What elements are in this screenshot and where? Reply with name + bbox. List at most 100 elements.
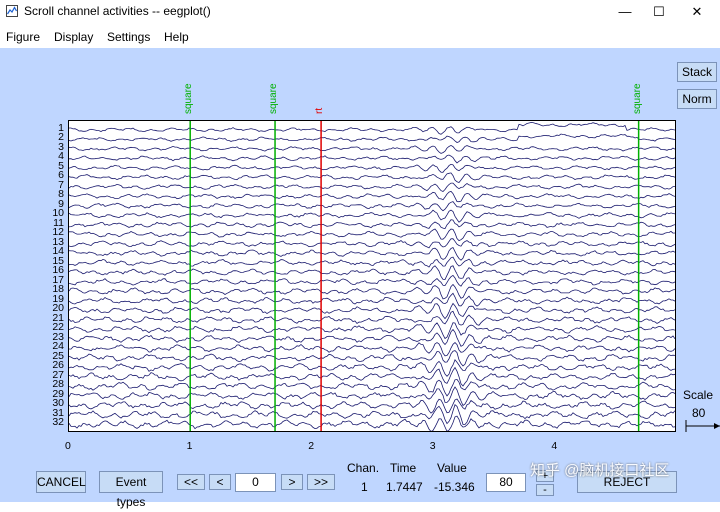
channel-label: 8: [58, 188, 64, 201]
channel-trace: [68, 415, 676, 432]
title-bar: Scroll channel activities -- eegplot() —…: [0, 0, 720, 24]
channel-trace: [69, 122, 676, 135]
position-input[interactable]: 0: [235, 473, 276, 492]
channel-label: 10: [52, 207, 64, 220]
channel-label: 2: [58, 131, 64, 144]
channel-label: 6: [58, 169, 64, 182]
channel-trace: [68, 328, 676, 347]
x-tick-label: 0: [65, 440, 71, 452]
channel-label: 28: [52, 378, 64, 391]
channel-label: 22: [52, 321, 64, 334]
channel-label: 12: [52, 226, 64, 239]
channel-label: 16: [52, 264, 64, 277]
menu-figure[interactable]: Figure: [6, 30, 41, 44]
channel-trace: [68, 342, 676, 357]
channel-label: 9: [58, 197, 64, 210]
scale-input[interactable]: 80: [486, 473, 526, 492]
channel-label: 21: [52, 311, 64, 324]
channel-trace: [68, 256, 676, 268]
minimize-button[interactable]: —: [618, 4, 632, 19]
stack-button[interactable]: Stack: [677, 62, 717, 82]
prev-page-button[interactable]: <<: [177, 474, 205, 490]
value-label: Value: [437, 461, 467, 475]
event-label: square: [268, 83, 280, 114]
menu-help[interactable]: Help: [164, 30, 189, 44]
channel-label: 19: [52, 292, 64, 305]
value-value: -15.346: [434, 480, 475, 494]
channel-label: 25: [52, 349, 64, 362]
event-types-button[interactable]: Event types: [99, 471, 163, 509]
channel-label: 24: [52, 340, 64, 353]
channel-trace: [68, 172, 676, 183]
time-label: Time: [390, 461, 417, 475]
channel-trace: [68, 398, 676, 414]
channel-trace: [68, 283, 676, 300]
chan-label: Chan.: [347, 461, 380, 475]
channel-trace: [68, 133, 676, 143]
channel-label: 15: [52, 254, 64, 267]
next-page-button[interactable]: >>: [307, 474, 335, 490]
channel-trace: [68, 366, 676, 387]
eeg-traces: [68, 121, 676, 432]
scale-minus-button[interactable]: -: [536, 484, 554, 496]
channel-trace: [68, 302, 676, 320]
chan-value: 1: [361, 480, 368, 494]
scale-value: 80: [692, 406, 706, 420]
x-tick-label: 3: [429, 440, 436, 452]
channel-trace: [68, 404, 676, 425]
channel-label: 3: [58, 140, 64, 153]
channel-trace: [68, 246, 676, 261]
event-label: square: [183, 83, 195, 114]
channel-trace: [68, 182, 675, 192]
time-value: 1.7447: [386, 480, 423, 494]
channel-label: 14: [52, 245, 64, 258]
watermark: 知乎 @脑机接口社区: [530, 462, 670, 479]
maximize-button[interactable]: ☐: [653, 4, 665, 19]
channel-label: 4: [58, 150, 64, 163]
channel-label: 29: [52, 387, 64, 400]
channel-label: 5: [58, 159, 64, 172]
channel-trace: [68, 219, 676, 230]
scale-plus-button[interactable]: +: [536, 470, 554, 482]
norm-button[interactable]: Norm: [677, 89, 717, 109]
channel-trace: [68, 274, 676, 287]
cancel-button[interactable]: CANCEL: [36, 471, 86, 493]
scale-label: Scale: [683, 388, 714, 402]
channel-trace: [68, 378, 676, 397]
channel-trace: [68, 144, 676, 154]
matlab-figure-icon: [6, 5, 18, 17]
channel-trace: [68, 292, 676, 307]
window-title: Scroll channel activities -- eegplot(): [24, 4, 211, 18]
scale-bar: [685, 420, 720, 432]
channel-label: 11: [53, 216, 64, 229]
next-button[interactable]: >: [281, 474, 303, 490]
channel-trace: [68, 209, 676, 223]
reject-button[interactable]: REJECT: [577, 471, 677, 493]
x-tick-label: 4: [551, 440, 558, 452]
menu-settings[interactable]: Settings: [107, 30, 151, 44]
channel-trace: [68, 359, 676, 377]
channel-label: 18: [52, 283, 64, 296]
channel-trace: [68, 238, 676, 249]
channel-trace: [68, 310, 676, 326]
x-tick-label: 2: [308, 440, 315, 452]
menu-display[interactable]: Display: [54, 30, 94, 44]
channel-label: 26: [52, 359, 64, 372]
event-label: square: [631, 83, 643, 114]
channel-label: 31: [52, 406, 64, 419]
channel-trace: [68, 201, 676, 212]
x-tick-label: 1: [186, 440, 193, 452]
channel-trace: [68, 163, 676, 173]
channel-trace: [68, 350, 676, 367]
channel-trace: [69, 228, 676, 242]
channel-label: 20: [52, 302, 64, 315]
channel-label: 23: [52, 330, 64, 343]
eeg-plot-area[interactable]: [68, 120, 676, 432]
channel-label: 17: [52, 273, 64, 286]
prev-button[interactable]: <: [209, 474, 231, 490]
channel-label: 7: [58, 178, 64, 191]
channel-label: 32: [52, 416, 64, 429]
channel-trace: [68, 322, 676, 340]
channel-label: 1: [58, 121, 64, 134]
close-button[interactable]: ✕: [691, 4, 703, 19]
